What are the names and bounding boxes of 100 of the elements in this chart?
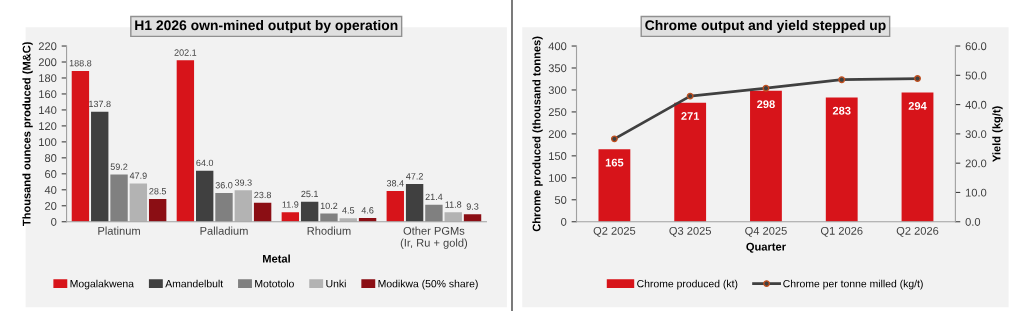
- data-label: 298: [757, 100, 775, 109]
- bar: [825, 97, 858, 222]
- data-label: 202.1: [174, 49, 197, 56]
- legend-label: Mototolo: [255, 279, 294, 288]
- data-label: 39.3: [234, 179, 252, 186]
- y-tick-label: 40: [44, 186, 57, 194]
- bar: [405, 184, 424, 222]
- bar: [91, 111, 109, 222]
- data-label: 11.8: [445, 201, 462, 208]
- x-tick-label: Q4 2025: [745, 226, 787, 237]
- bar: [110, 174, 128, 222]
- bar: [148, 198, 167, 222]
- data-label: 4.5: [342, 207, 355, 214]
- data-label: 10.2: [320, 202, 338, 210]
- point: [914, 75, 921, 83]
- data-label: 188.8: [69, 59, 92, 67]
- y-tick-label: 80: [44, 154, 57, 162]
- y-tick-label: 200: [38, 58, 57, 67]
- y2-tick-label: 30.0: [965, 130, 987, 139]
- data-label: 165: [605, 158, 624, 167]
- chart-title: H1 2026 own-mined output by operation: [135, 19, 398, 33]
- bar: [901, 92, 934, 222]
- legend-label: Unki: [326, 279, 346, 288]
- y-tick-label: 220: [38, 42, 57, 51]
- bar: [598, 149, 631, 222]
- y-tick-label: 300: [548, 86, 567, 95]
- bar: [386, 191, 404, 222]
- bar: [425, 204, 443, 222]
- bar: [71, 70, 90, 222]
- data-label: 47.2: [406, 173, 423, 180]
- y-tick-label: 140: [39, 106, 57, 115]
- y-axis-title: Thousand ounces produced (M&C): [22, 42, 33, 227]
- bar: [129, 183, 148, 222]
- data-label: 59.2: [110, 163, 128, 170]
- point: [838, 76, 846, 84]
- x-axis-title: Quarter: [746, 242, 786, 253]
- x-tick-label: Other PGMs (Ir, Ru + gold): [400, 226, 468, 249]
- y2-tick-label: 20.0: [965, 159, 987, 168]
- y-tick-label: 120: [39, 122, 57, 131]
- x-tick-label: Platinum: [98, 226, 140, 235]
- point: [610, 135, 618, 143]
- y2-tick-label: 0.0: [965, 218, 981, 226]
- x-axis-title: Metal: [263, 254, 290, 263]
- x-tick-label: Q1 2026: [820, 226, 863, 237]
- point: [762, 84, 770, 92]
- chart-title: Chrome output and yield stepped up: [645, 19, 886, 33]
- y-tick-label: 20: [45, 202, 57, 210]
- y-tick-label: 250: [548, 108, 567, 117]
- bar: [674, 102, 707, 222]
- data-label: 11.9: [282, 201, 299, 208]
- legend-label: Mogalakwena: [70, 279, 134, 290]
- bar: [176, 60, 195, 222]
- y-tick-label: 150: [549, 152, 567, 160]
- data-label: 38.4: [386, 180, 404, 187]
- y-tick-label: 200: [548, 130, 567, 139]
- bar: [215, 192, 233, 222]
- x-tick-label: Q2 2025: [593, 226, 636, 237]
- y-tick-label: 350: [548, 64, 567, 73]
- y-axis-title: Chrome produced (thousand tonnes): [532, 36, 543, 232]
- y2-tick-label: 50.0: [965, 71, 987, 80]
- legend-label: Chrome per tonne milled (kg/t): [783, 279, 923, 290]
- y-tick-label: 180: [39, 74, 57, 83]
- bar: [281, 212, 300, 222]
- y-tick-label: 100: [39, 138, 57, 147]
- y-tick-label: 400: [548, 42, 567, 51]
- point: [686, 92, 694, 100]
- x-tick-label: Q2 2026: [896, 226, 939, 237]
- bar: [234, 190, 252, 222]
- y-tick-label: 50: [554, 196, 567, 204]
- data-label: 4.6: [361, 207, 374, 214]
- data-label: 28.5: [149, 188, 167, 195]
- y2-axis-title: Yield (kg/t): [992, 106, 1003, 162]
- data-label: 294: [908, 101, 927, 110]
- y-tick-label: 100: [549, 174, 567, 182]
- data-label: 9.3: [466, 203, 479, 210]
- y-tick-label: 0: [561, 218, 567, 226]
- x-tick-label: Rhodium: [307, 226, 351, 235]
- y2-tick-label: 60.0: [965, 42, 987, 51]
- bar: [253, 202, 272, 222]
- data-label: 137.8: [89, 100, 111, 108]
- legend-label: Modikwa (50% share): [378, 279, 478, 290]
- x-tick-label: Q3 2025: [669, 226, 712, 237]
- data-label: 271: [681, 112, 700, 120]
- y2-tick-label: 40.0: [965, 100, 987, 109]
- y-tick-label: 160: [39, 90, 57, 99]
- x-tick-label: Palladium: [200, 226, 248, 235]
- data-label: 23.8: [254, 191, 272, 199]
- data-label: 283: [832, 106, 851, 115]
- data-label: 36.0: [215, 182, 233, 189]
- bar: [444, 212, 462, 222]
- bar: [300, 201, 319, 222]
- bar: [463, 214, 482, 222]
- y-tick-label: 60: [45, 170, 57, 178]
- data-label: 64.0: [196, 159, 214, 167]
- data-label: 21.4: [425, 193, 443, 200]
- bar: [196, 170, 214, 222]
- data-label: 25.1: [301, 190, 318, 198]
- y2-tick-label: 10.0: [965, 188, 987, 197]
- y-tick-label: 0: [51, 218, 57, 226]
- data-label: 47.9: [129, 172, 147, 179]
